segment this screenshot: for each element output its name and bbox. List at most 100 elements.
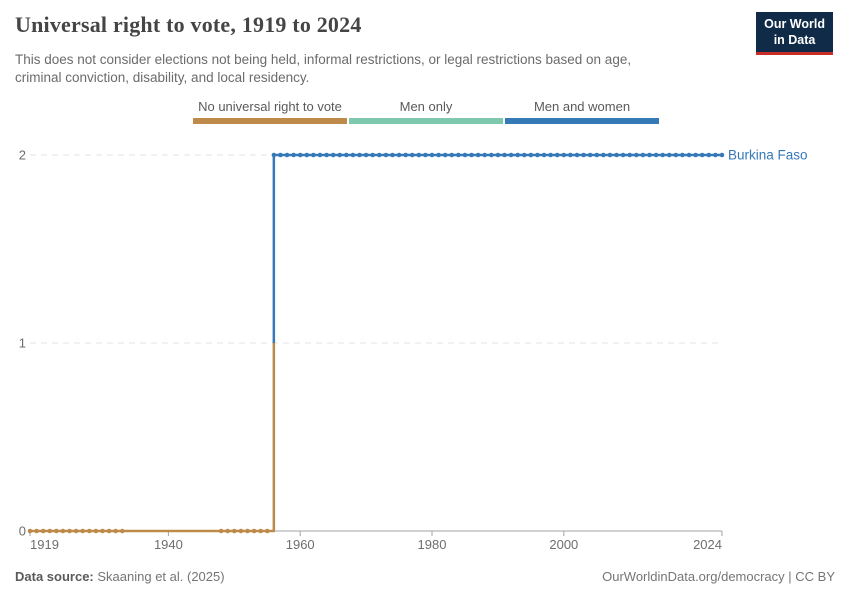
data-point[interactable] bbox=[581, 152, 586, 158]
data-point[interactable] bbox=[528, 152, 534, 158]
data-point[interactable] bbox=[324, 152, 329, 158]
data-point[interactable] bbox=[383, 152, 389, 158]
legend-item-men-only[interactable]: Men only bbox=[349, 99, 503, 124]
data-point[interactable] bbox=[587, 152, 593, 158]
data-point[interactable] bbox=[258, 528, 263, 534]
data-point[interactable] bbox=[370, 152, 375, 158]
data-point[interactable] bbox=[106, 528, 112, 534]
data-point[interactable] bbox=[647, 152, 652, 158]
data-point[interactable] bbox=[271, 152, 277, 158]
data-point[interactable] bbox=[495, 152, 501, 158]
data-point[interactable] bbox=[330, 152, 336, 158]
data-point[interactable] bbox=[304, 152, 310, 158]
data-point[interactable] bbox=[594, 152, 600, 158]
data-point[interactable] bbox=[67, 528, 72, 534]
data-point[interactable] bbox=[601, 152, 606, 158]
series-segment-men-and-women[interactable] bbox=[272, 153, 722, 343]
data-point[interactable] bbox=[416, 152, 422, 158]
data-point[interactable] bbox=[561, 152, 567, 158]
owid-logo[interactable]: Our World in Data bbox=[756, 12, 833, 56]
data-point[interactable] bbox=[377, 152, 382, 158]
data-point[interactable] bbox=[680, 152, 685, 158]
data-point[interactable] bbox=[653, 152, 659, 158]
data-point[interactable] bbox=[436, 152, 441, 158]
data-point[interactable] bbox=[73, 528, 79, 534]
data-point[interactable] bbox=[627, 152, 632, 158]
data-point[interactable] bbox=[344, 152, 349, 158]
data-point[interactable] bbox=[297, 152, 303, 158]
data-point[interactable] bbox=[574, 152, 580, 158]
data-point[interactable] bbox=[554, 152, 560, 158]
data-point[interactable] bbox=[337, 152, 343, 158]
data-point[interactable] bbox=[620, 152, 626, 158]
data-point[interactable] bbox=[27, 528, 33, 534]
data-point[interactable] bbox=[686, 152, 692, 158]
data-point[interactable] bbox=[423, 152, 428, 158]
data-point[interactable] bbox=[489, 152, 494, 158]
data-point[interactable] bbox=[449, 152, 455, 158]
data-point[interactable] bbox=[719, 152, 725, 158]
data-point[interactable] bbox=[396, 152, 402, 158]
legend-item-men-and-women[interactable]: Men and women bbox=[505, 99, 659, 124]
data-point[interactable] bbox=[614, 152, 619, 158]
data-point[interactable] bbox=[317, 152, 323, 158]
data-point[interactable] bbox=[113, 528, 118, 534]
footer-link[interactable]: OurWorldinData.org/democracy | CC BY bbox=[602, 569, 835, 584]
data-point[interactable] bbox=[541, 152, 547, 158]
data-point[interactable] bbox=[390, 152, 395, 158]
data-point[interactable] bbox=[363, 152, 369, 158]
data-point[interactable] bbox=[522, 152, 527, 158]
data-point[interactable] bbox=[660, 152, 665, 158]
data-point[interactable] bbox=[640, 152, 646, 158]
data-point[interactable] bbox=[442, 152, 448, 158]
data-point[interactable] bbox=[634, 152, 639, 158]
data-point[interactable] bbox=[100, 528, 105, 534]
data-point[interactable] bbox=[502, 152, 507, 158]
data-point[interactable] bbox=[409, 152, 415, 158]
data-point[interactable] bbox=[357, 152, 362, 158]
data-point[interactable] bbox=[403, 152, 408, 158]
data-point[interactable] bbox=[469, 152, 474, 158]
series-segment-no-universal-right[interactable] bbox=[30, 343, 276, 533]
data-point[interactable] bbox=[693, 152, 698, 158]
data-point[interactable] bbox=[238, 528, 244, 534]
data-point[interactable] bbox=[251, 528, 257, 534]
data-point[interactable] bbox=[278, 152, 283, 158]
data-point[interactable] bbox=[706, 152, 712, 158]
legend-item-no-universal-right[interactable]: No universal right to vote bbox=[193, 99, 347, 124]
data-point[interactable] bbox=[482, 152, 487, 158]
data-point[interactable] bbox=[232, 528, 237, 534]
data-point[interactable] bbox=[475, 152, 481, 158]
data-point[interactable] bbox=[60, 528, 66, 534]
data-point[interactable] bbox=[462, 152, 468, 158]
data-point[interactable] bbox=[350, 152, 356, 158]
data-point[interactable] bbox=[120, 528, 125, 534]
data-point[interactable] bbox=[34, 528, 39, 534]
data-point[interactable] bbox=[607, 152, 613, 158]
data-point[interactable] bbox=[456, 152, 461, 158]
data-point[interactable] bbox=[673, 152, 679, 158]
data-point[interactable] bbox=[508, 152, 514, 158]
data-point[interactable] bbox=[245, 528, 250, 534]
data-point[interactable] bbox=[291, 152, 296, 158]
data-point[interactable] bbox=[47, 528, 53, 534]
data-point[interactable] bbox=[218, 528, 224, 534]
data-point[interactable] bbox=[535, 152, 540, 158]
data-point[interactable] bbox=[284, 152, 290, 158]
data-point[interactable] bbox=[713, 152, 718, 158]
data-point[interactable] bbox=[429, 152, 435, 158]
data-point[interactable] bbox=[515, 152, 520, 158]
data-point[interactable] bbox=[311, 152, 316, 158]
data-point[interactable] bbox=[225, 528, 230, 534]
data-point[interactable] bbox=[87, 528, 92, 534]
data-point[interactable] bbox=[699, 152, 705, 158]
data-point[interactable] bbox=[54, 528, 59, 534]
data-point[interactable] bbox=[667, 152, 672, 158]
data-point[interactable] bbox=[265, 528, 270, 534]
data-point[interactable] bbox=[548, 152, 553, 158]
data-point[interactable] bbox=[80, 528, 85, 534]
data-point[interactable] bbox=[93, 528, 99, 534]
data-point[interactable] bbox=[40, 528, 46, 534]
entity-label[interactable]: Burkina Faso bbox=[728, 148, 808, 163]
